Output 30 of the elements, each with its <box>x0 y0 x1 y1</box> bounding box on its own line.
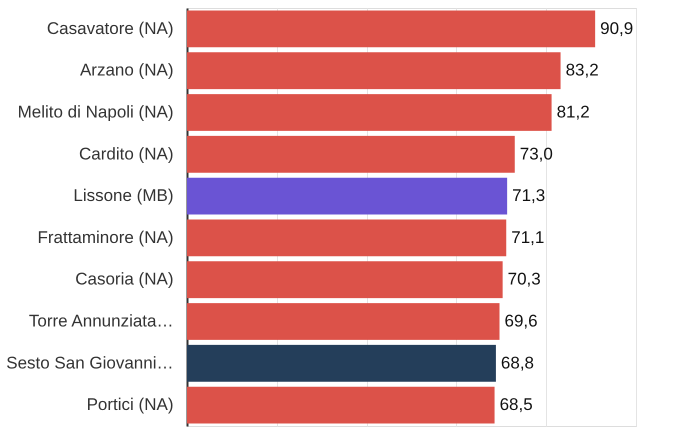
bar <box>187 178 508 214</box>
y-tick-label: Casavatore (NA) <box>46 18 174 38</box>
y-tick-label: Portici (NA) <box>86 395 174 414</box>
y-tick-label: Sesto San Giovanni… <box>6 353 174 372</box>
y-tick-label: Arzano (NA) <box>80 60 174 80</box>
bar <box>187 261 503 298</box>
data-label: 70,3 <box>508 270 541 289</box>
bar <box>187 303 500 340</box>
bar <box>187 52 561 90</box>
bar <box>187 136 515 173</box>
data-label: 83,2 <box>566 60 599 80</box>
data-label: 69,6 <box>504 312 538 330</box>
y-tick-label: Melito di Napoli (NA) <box>18 102 174 122</box>
y-tick-label: Frattaminore (NA) <box>37 228 174 247</box>
data-label: 81,2 <box>556 102 590 122</box>
bar <box>187 344 496 382</box>
bar <box>187 220 506 256</box>
data-label: 71,3 <box>512 186 546 206</box>
y-tick-label: Casoria (NA) <box>75 270 174 289</box>
data-label: 68,8 <box>500 353 534 372</box>
y-tick-label: Lissone (MB) <box>73 186 174 206</box>
y-tick-label: Torre Annunziata… <box>28 312 174 330</box>
data-label: 71,1 <box>511 228 544 247</box>
bar <box>187 94 552 131</box>
y-tick-label: Cardito (NA) <box>79 144 174 164</box>
bar <box>187 386 495 424</box>
data-label: 68,5 <box>500 395 533 414</box>
data-label: 90,9 <box>600 18 634 38</box>
data-label: 73,0 <box>520 144 553 164</box>
bar <box>187 10 596 48</box>
